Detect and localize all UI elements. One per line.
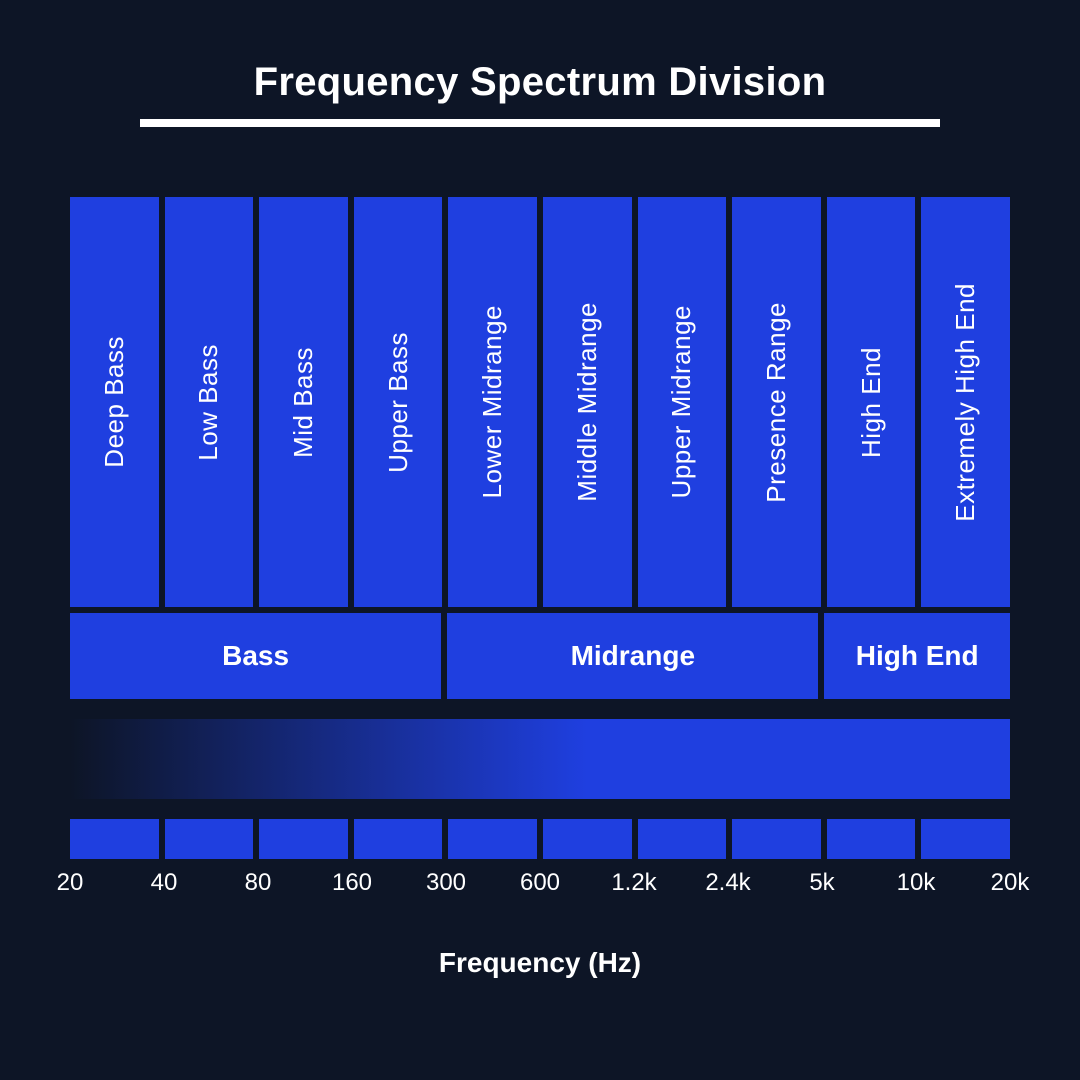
- axis-labels-row: 2040801603006001.2k2.4k5k10k20k: [60, 869, 1020, 897]
- axis-title: Frequency (Hz): [70, 947, 1010, 979]
- group-label: Bass: [222, 640, 289, 672]
- subbands-row: Deep Bass Low Bass Mid Bass Upper Bass Lower…: [70, 197, 1010, 607]
- tick-segment: [543, 819, 632, 859]
- subband-block: High End: [827, 197, 916, 607]
- axis-tick-label: 40: [151, 869, 178, 897]
- tick-segment: [354, 819, 443, 859]
- tick-segment: [827, 819, 916, 859]
- group-block: Bass: [70, 613, 441, 699]
- tick-segment: [165, 819, 254, 859]
- groups-row: Bass Midrange High End: [70, 613, 1010, 699]
- axis-tick-label: 20: [57, 869, 84, 897]
- tick-segment: [259, 819, 348, 859]
- tick-segments-row: [70, 819, 1010, 859]
- axis-tick-label: 600: [520, 869, 560, 897]
- tick-segment: [448, 819, 537, 859]
- axis-tick-label: 2.4k: [705, 869, 750, 897]
- tick-segment: [732, 819, 821, 859]
- tick-segment: [70, 819, 159, 859]
- axis-tick-label: 160: [332, 869, 372, 897]
- gradient-bar: [70, 719, 1010, 799]
- subband-block: Extremely High End: [921, 197, 1010, 607]
- subband-block: Low Bass: [165, 197, 254, 607]
- title-underline: [140, 119, 940, 127]
- axis-tick-label: 20k: [991, 869, 1030, 897]
- group-block: Midrange: [447, 613, 818, 699]
- subband-block: Mid Bass: [259, 197, 348, 607]
- chart-title: Frequency Spectrum Division: [70, 60, 1010, 105]
- subband-label: Upper Midrange: [666, 305, 697, 498]
- axis-tick-label: 10k: [897, 869, 936, 897]
- tick-segment: [638, 819, 727, 859]
- subband-label: Deep Bass: [99, 336, 130, 468]
- axis-tick-label: 5k: [809, 869, 834, 897]
- subband-label: Presence Range: [761, 302, 792, 503]
- subband-label: High End: [856, 347, 887, 458]
- tick-segment: [921, 819, 1010, 859]
- axis-tick-label: 1.2k: [611, 869, 656, 897]
- subband-label: Lower Midrange: [477, 305, 508, 498]
- subband-block: Middle Midrange: [543, 197, 632, 607]
- subband-block: Lower Midrange: [448, 197, 537, 607]
- subband-block: Deep Bass: [70, 197, 159, 607]
- subband-label: Mid Bass: [288, 347, 319, 458]
- subband-label: Extremely High End: [950, 283, 981, 522]
- subband-label: Middle Midrange: [572, 302, 603, 502]
- subband-block: Upper Bass: [354, 197, 443, 607]
- subband-block: Upper Midrange: [638, 197, 727, 607]
- group-label: Midrange: [571, 640, 695, 672]
- subband-label: Upper Bass: [383, 332, 414, 473]
- group-label: High End: [856, 640, 979, 672]
- group-block: High End: [824, 613, 1010, 699]
- spectrum-chart: Deep Bass Low Bass Mid Bass Upper Bass Lower…: [70, 197, 1010, 979]
- axis-tick-label: 80: [245, 869, 272, 897]
- axis-tick-label: 300: [426, 869, 466, 897]
- subband-label: Low Bass: [193, 344, 224, 461]
- subband-block: Presence Range: [732, 197, 821, 607]
